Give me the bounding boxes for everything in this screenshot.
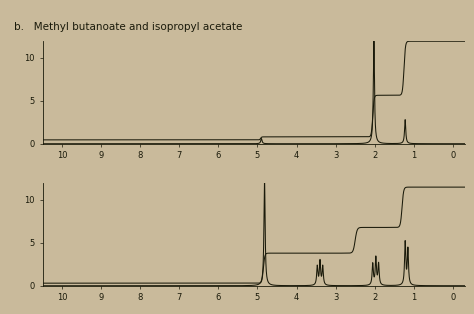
Text: b.   Methyl butanoate and isopropyl acetate: b. Methyl butanoate and isopropyl acetat… [14, 22, 243, 32]
